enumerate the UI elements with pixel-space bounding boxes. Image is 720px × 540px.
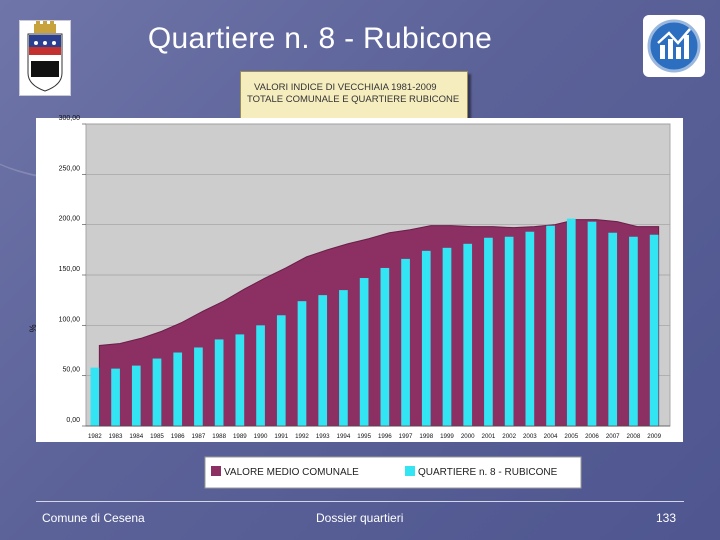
x-tick-label: 2002 (502, 433, 516, 440)
footer-document-title: Dossier quartieri (316, 511, 404, 525)
x-tick-label: 2009 (647, 433, 661, 440)
bar-rubicone (442, 247, 452, 426)
x-tick-label: 2003 (523, 433, 537, 440)
bar-rubicone (111, 368, 120, 426)
bar-rubicone (608, 232, 618, 426)
bar-rubicone (401, 258, 410, 426)
y-tick-label: 150,00 (59, 266, 81, 273)
x-tick-label: 2006 (585, 433, 599, 440)
x-tick-label: 1982 (88, 433, 102, 440)
x-tick-label: 1995 (357, 433, 371, 440)
x-tick-label: 1998 (419, 433, 433, 440)
x-tick-label: 1992 (295, 433, 309, 440)
x-tick-label: 2007 (606, 433, 620, 440)
chart-app-logo (643, 15, 705, 77)
bar-rubicone (484, 237, 493, 426)
bar-rubicone (525, 231, 535, 426)
x-tick-label: 1991 (274, 433, 288, 440)
city-crest-logo (19, 20, 71, 96)
bar-rubicone (214, 339, 224, 426)
x-tick-label: 1989 (233, 433, 247, 440)
bar-rubicone (566, 218, 576, 426)
bar-rubicone (546, 225, 555, 426)
x-tick-label: 1985 (150, 433, 164, 440)
x-tick-label: 2001 (482, 433, 496, 440)
bar-rubicone (339, 290, 348, 426)
y-tick-label: 200,00 (59, 216, 81, 223)
x-tick-label: 2004 (544, 433, 558, 440)
x-tick-label: 1996 (378, 433, 392, 440)
bar-rubicone (380, 267, 390, 426)
x-tick-label: 1999 (440, 433, 454, 440)
bar-rubicone (359, 278, 369, 426)
page-number: 133 (656, 511, 677, 525)
bar-rubicone (131, 365, 141, 426)
x-tick-label: 1983 (109, 433, 123, 440)
x-tick-label: 1994 (337, 433, 351, 440)
x-tick-label: 1987 (192, 433, 206, 440)
chart-title-line-1: VALORI INDICE DI VECCHIAIA 1981-2009 (254, 82, 437, 93)
bar-rubicone (318, 295, 328, 426)
bar-rubicone (504, 236, 514, 426)
x-tick-label: 1986 (171, 433, 185, 440)
chart-title-box: VALORI INDICE DI VECCHIAIA 1981-2009 TOT… (240, 71, 468, 123)
x-tick-label: 2000 (461, 433, 475, 440)
x-tick-label: 1988 (212, 433, 226, 440)
legend-swatch-rubicone (405, 466, 415, 476)
bar-rubicone (152, 358, 162, 426)
x-tick-label: 1990 (254, 433, 268, 440)
bar-rubicone (297, 301, 307, 426)
bar-rubicone (173, 352, 183, 426)
x-tick-label: 2008 (627, 433, 641, 440)
x-tick-label: 1997 (399, 433, 413, 440)
y-tick-label: 0,00 (66, 417, 80, 424)
footer-organization: Comune di Cesena (42, 511, 145, 525)
x-tick-label: 2005 (564, 433, 578, 440)
legend-swatch-valore-medio (211, 466, 221, 476)
bar-rubicone (463, 243, 473, 426)
y-axis-label: % (28, 324, 38, 332)
bar-rubicone (256, 325, 265, 426)
x-tick-label: 1984 (129, 433, 143, 440)
bar-rubicone (649, 234, 659, 426)
bar-rubicone (235, 334, 245, 426)
bar-rubicone (629, 236, 638, 426)
bar-rubicone (587, 221, 597, 426)
footer-divider (36, 501, 684, 502)
y-tick-label: 100,00 (59, 316, 81, 323)
x-tick-label: 1993 (316, 433, 330, 440)
bar-rubicone (421, 250, 431, 426)
legend-box (204, 456, 582, 489)
bar-rubicone (194, 347, 203, 426)
y-tick-label: 50,00 (62, 367, 80, 374)
y-tick-label: 300,00 (59, 115, 81, 122)
bar-rubicone (90, 367, 100, 426)
legend-label-rubicone: QUARTIERE n. 8 - RUBICONE (418, 467, 558, 478)
legend-label-valore-medio: VALORE MEDIO COMUNALE (224, 467, 359, 478)
y-tick-label: 250,00 (59, 165, 81, 172)
slide-title: Quartiere n. 8 - Rubicone (147, 22, 493, 55)
bar-rubicone (276, 315, 286, 426)
chart-title-line-2: TOTALE COMUNALE E QUARTIERE RUBICONE (247, 94, 460, 105)
